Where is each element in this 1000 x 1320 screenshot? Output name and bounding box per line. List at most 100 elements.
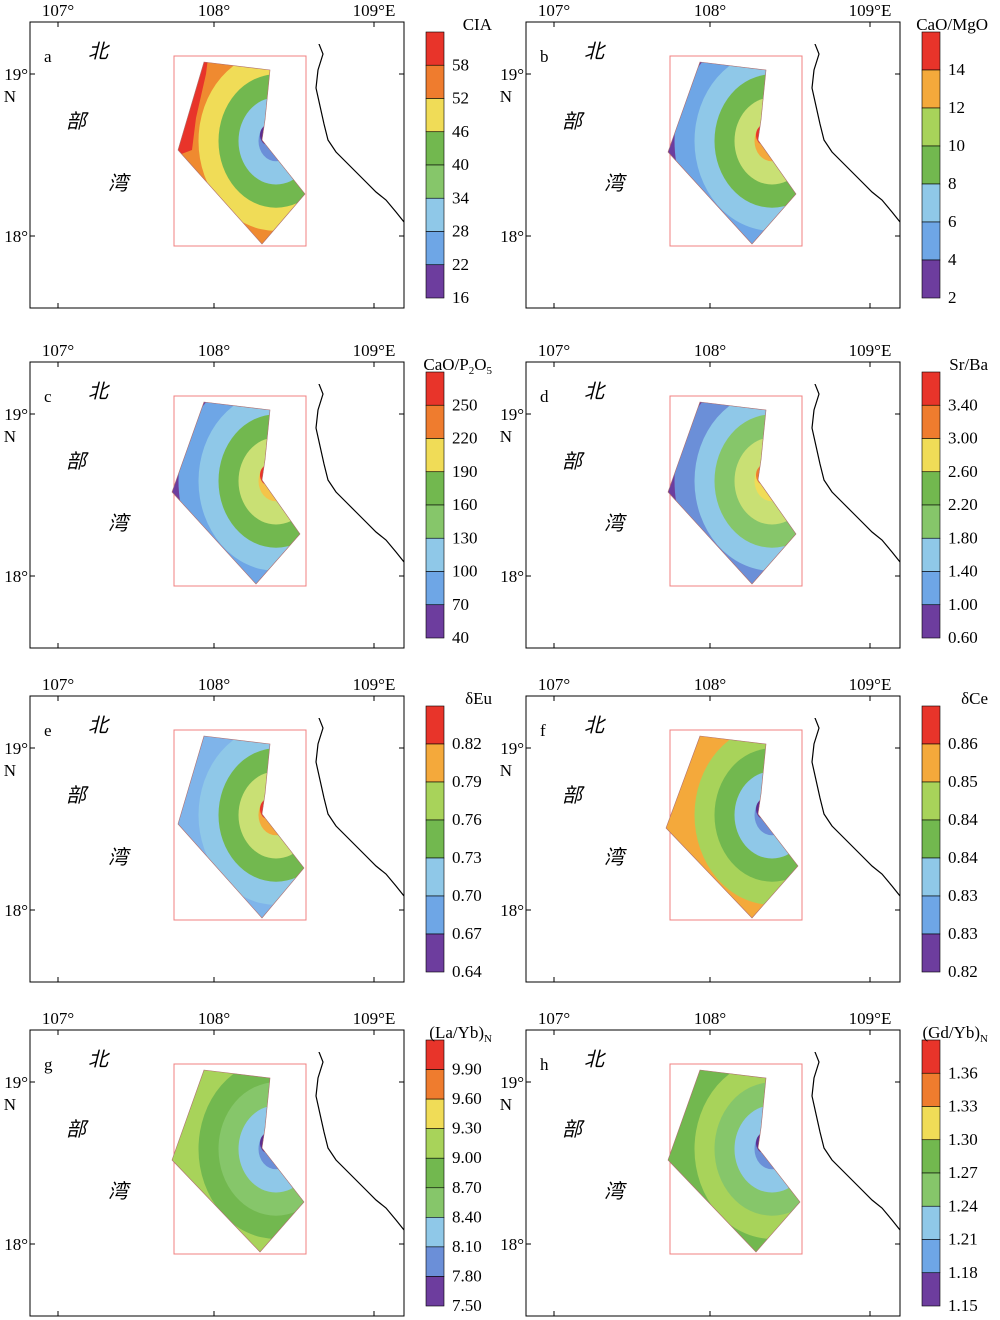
lon-tick-label: 108° (198, 675, 230, 694)
legend-swatch (921, 705, 941, 745)
legend-swatch (921, 604, 941, 639)
panel-letter-c: c (44, 387, 52, 406)
legend-swatch (921, 221, 941, 261)
legend-swatch (425, 933, 445, 973)
legend-value: 100 (452, 562, 478, 581)
coastline-group (811, 718, 901, 897)
legend-swatch (425, 1187, 445, 1218)
panel-letter-h: h (540, 1055, 549, 1074)
contour-outline (177, 735, 305, 919)
legend-swatch (921, 404, 941, 439)
lon-tick-label: 107° (538, 1, 570, 20)
legend-swatch (921, 1139, 941, 1174)
legend-value: 0.64 (452, 962, 482, 981)
lat-tick-label: 19° (500, 1073, 524, 1092)
legend-value: 52 (452, 89, 469, 108)
legend-swatch (921, 471, 941, 506)
map-panel-g: 107° 108° 109°E 19° 18° Ng 北部湾 9.90 9.60 9.30 9.00… (4, 1009, 492, 1317)
legend-swatch (425, 471, 445, 506)
legend-value: 0.73 (452, 848, 482, 867)
panel-letter-e: e (44, 721, 52, 740)
legend-value: 1.80 (948, 528, 978, 547)
coastline-group (315, 44, 405, 223)
lon-tick-label: 107° (42, 1, 74, 20)
lat-hemisphere-label: N (4, 1095, 16, 1114)
legend-value: 9.30 (452, 1119, 482, 1138)
legend-value: 1.24 (948, 1196, 978, 1215)
lon-tick-label: 107° (538, 1009, 570, 1028)
legend-swatch (425, 895, 445, 935)
lat-tick-label: 19° (500, 405, 524, 424)
legend-swatch (921, 504, 941, 539)
legend-e: 0.82 0.79 0.76 0.73 0.70 0.67 0.64 δEu (425, 689, 492, 981)
legend-swatch (425, 1246, 445, 1277)
coastline-group (811, 384, 901, 563)
legend-swatch (425, 537, 445, 572)
legend-value: 0.84 (948, 848, 978, 867)
legend-swatch (425, 164, 445, 199)
legend-value: 1.00 (948, 595, 978, 614)
legend-value: 10 (948, 136, 965, 155)
place-char-wan: 湾 (108, 511, 131, 535)
legend-value: 70 (452, 595, 469, 614)
place-char-bei: 北 (584, 379, 606, 403)
legend-value: 7.50 (452, 1296, 482, 1315)
legend-value: 2 (948, 288, 957, 307)
place-char-wan: 湾 (604, 845, 627, 869)
coastline (315, 718, 405, 897)
legend-swatch (425, 504, 445, 539)
legend-swatch (425, 264, 445, 299)
legend-value: 0.60 (948, 628, 978, 647)
legend-swatch (921, 69, 941, 109)
coastline (811, 44, 901, 223)
lon-tick-label: 108° (198, 1009, 230, 1028)
lon-tick-label: 109°E (353, 341, 396, 360)
place-char-bu: 部 (66, 1117, 89, 1141)
legend-swatch (425, 438, 445, 473)
legend-swatch (921, 1172, 941, 1207)
panel-letter-b: b (540, 47, 549, 66)
legend-value: 0.84 (948, 810, 978, 829)
legend-value: 14 (948, 60, 966, 79)
legend-value: 40 (452, 155, 469, 174)
legend-swatch (921, 537, 941, 572)
place-char-wan: 湾 (604, 511, 627, 535)
lat-tick-label: 18° (500, 1235, 524, 1254)
legend-value: 0.79 (452, 772, 482, 791)
legend-value: 3.00 (948, 429, 978, 448)
lon-tick-label: 107° (538, 675, 570, 694)
contour-outline (667, 1069, 801, 1253)
legend-value: 12 (948, 98, 965, 117)
legend-swatch (425, 404, 445, 439)
legend-value: 40 (452, 628, 469, 647)
legend-swatch (425, 857, 445, 897)
coastline-group (811, 1052, 901, 1231)
legend-b: 14 12 10 8 6 4 2 CaO/MgO (916, 15, 988, 307)
legend-swatch (425, 1098, 445, 1129)
coastline-group (811, 44, 901, 223)
legend-value: 220 (452, 429, 478, 448)
legend-swatch (921, 571, 941, 606)
panel-letter-g: g (44, 1055, 53, 1074)
contour-outline (665, 735, 799, 919)
legend-title: CaO/P2O5 (423, 355, 492, 377)
legend-value: 190 (452, 462, 478, 481)
legend-swatch (921, 1205, 941, 1240)
legend-value: 6 (948, 212, 957, 231)
legend-swatch (425, 1157, 445, 1189)
coastline-group (315, 1052, 405, 1231)
legend-value: 0.85 (948, 772, 978, 791)
legend-value: 1.21 (948, 1230, 978, 1249)
place-char-bu: 部 (66, 449, 89, 473)
map-panel-e: 107° 108° 109°E 19° 18° Ne 北部湾 0.82 0.79 0.76 0.73… (4, 675, 492, 983)
legend-swatch (921, 743, 941, 783)
legend-swatch (425, 1217, 445, 1248)
lat-tick-label: 19° (4, 1073, 28, 1092)
lat-hemisphere-label: N (500, 761, 512, 780)
panel-letter-a: a (44, 47, 52, 66)
legend-title: (Gd/Yb)N (922, 1023, 988, 1045)
place-char-bei: 北 (88, 379, 110, 403)
lon-tick-label: 109°E (849, 1, 892, 20)
contour-outline (667, 61, 797, 245)
place-char-wan: 湾 (108, 1179, 131, 1203)
